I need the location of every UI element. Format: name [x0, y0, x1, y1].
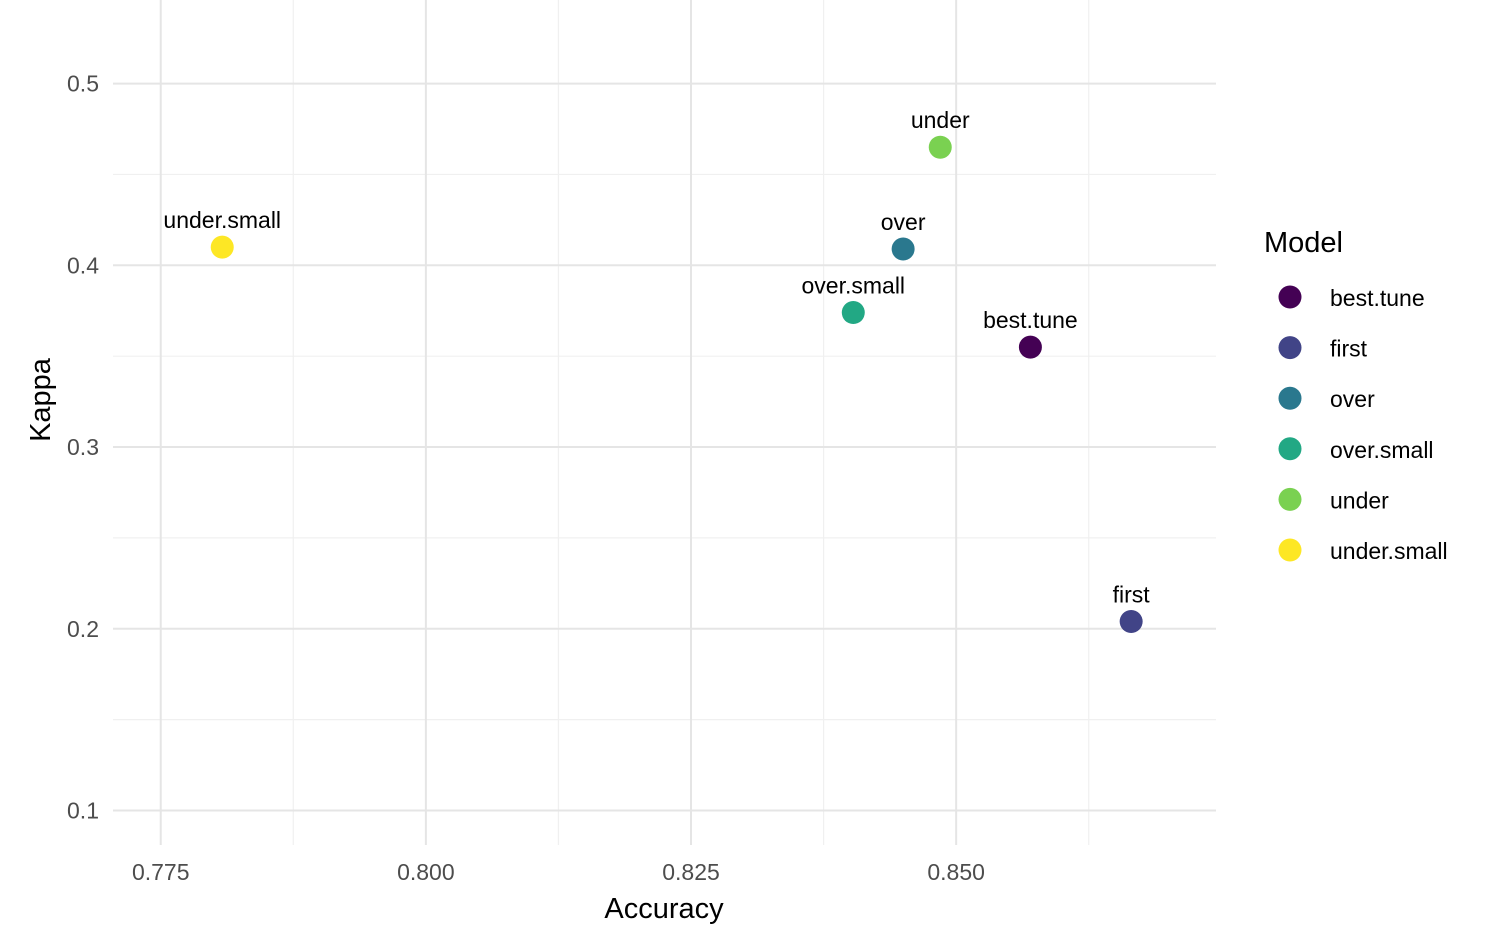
data-point — [928, 135, 952, 159]
axis-ticks: 0.775 0.800 0.825 0.850 0.1 0.2 0.3 0.4 0.5 — [67, 71, 985, 885]
point-label: over.small — [802, 273, 906, 299]
point-label: under.small — [163, 207, 281, 233]
data-point — [841, 301, 865, 325]
legend-label: first — [1330, 336, 1368, 362]
y-tick-label: 0.3 — [67, 434, 99, 460]
point-labels: best.tune first over over.small under under.s… — [163, 107, 1150, 607]
x-tick-label: 0.850 — [927, 859, 985, 885]
legend-key — [1278, 487, 1302, 511]
legend-key — [1278, 336, 1302, 360]
legend-title: Model — [1264, 227, 1343, 259]
legend-label: over — [1330, 386, 1375, 412]
point-label: under — [911, 107, 970, 133]
x-tick-label: 0.800 — [397, 859, 455, 885]
y-tick-label: 0.5 — [67, 71, 99, 97]
x-tick-label: 0.775 — [132, 859, 190, 885]
legend-key — [1278, 437, 1302, 461]
x-axis-title: Accuracy — [604, 893, 724, 925]
legend-label: best.tune — [1330, 285, 1425, 311]
data-point — [1018, 335, 1042, 359]
y-tick-label: 0.4 — [67, 252, 99, 278]
legend: Model best.tune first over over.small under u… — [1264, 227, 1448, 564]
point-label: over — [881, 209, 926, 235]
legend-label: over.small — [1330, 437, 1434, 463]
data-points — [210, 135, 1143, 633]
data-point — [1119, 609, 1143, 633]
legend-key — [1278, 386, 1302, 410]
grid — [113, 0, 1216, 845]
data-point — [210, 235, 234, 259]
legend-items: best.tune first over over.small under under.s… — [1278, 285, 1448, 564]
legend-key — [1278, 285, 1302, 309]
y-tick-label: 0.1 — [67, 797, 99, 823]
x-tick-label: 0.825 — [662, 859, 720, 885]
data-point — [891, 237, 915, 261]
legend-key — [1278, 538, 1302, 562]
point-label: first — [1113, 581, 1151, 607]
legend-label: under — [1330, 487, 1389, 513]
legend-label: under.small — [1330, 538, 1448, 564]
y-axis-title: Kappa — [25, 357, 57, 442]
point-label: best.tune — [983, 307, 1078, 333]
y-tick-label: 0.2 — [67, 616, 99, 642]
